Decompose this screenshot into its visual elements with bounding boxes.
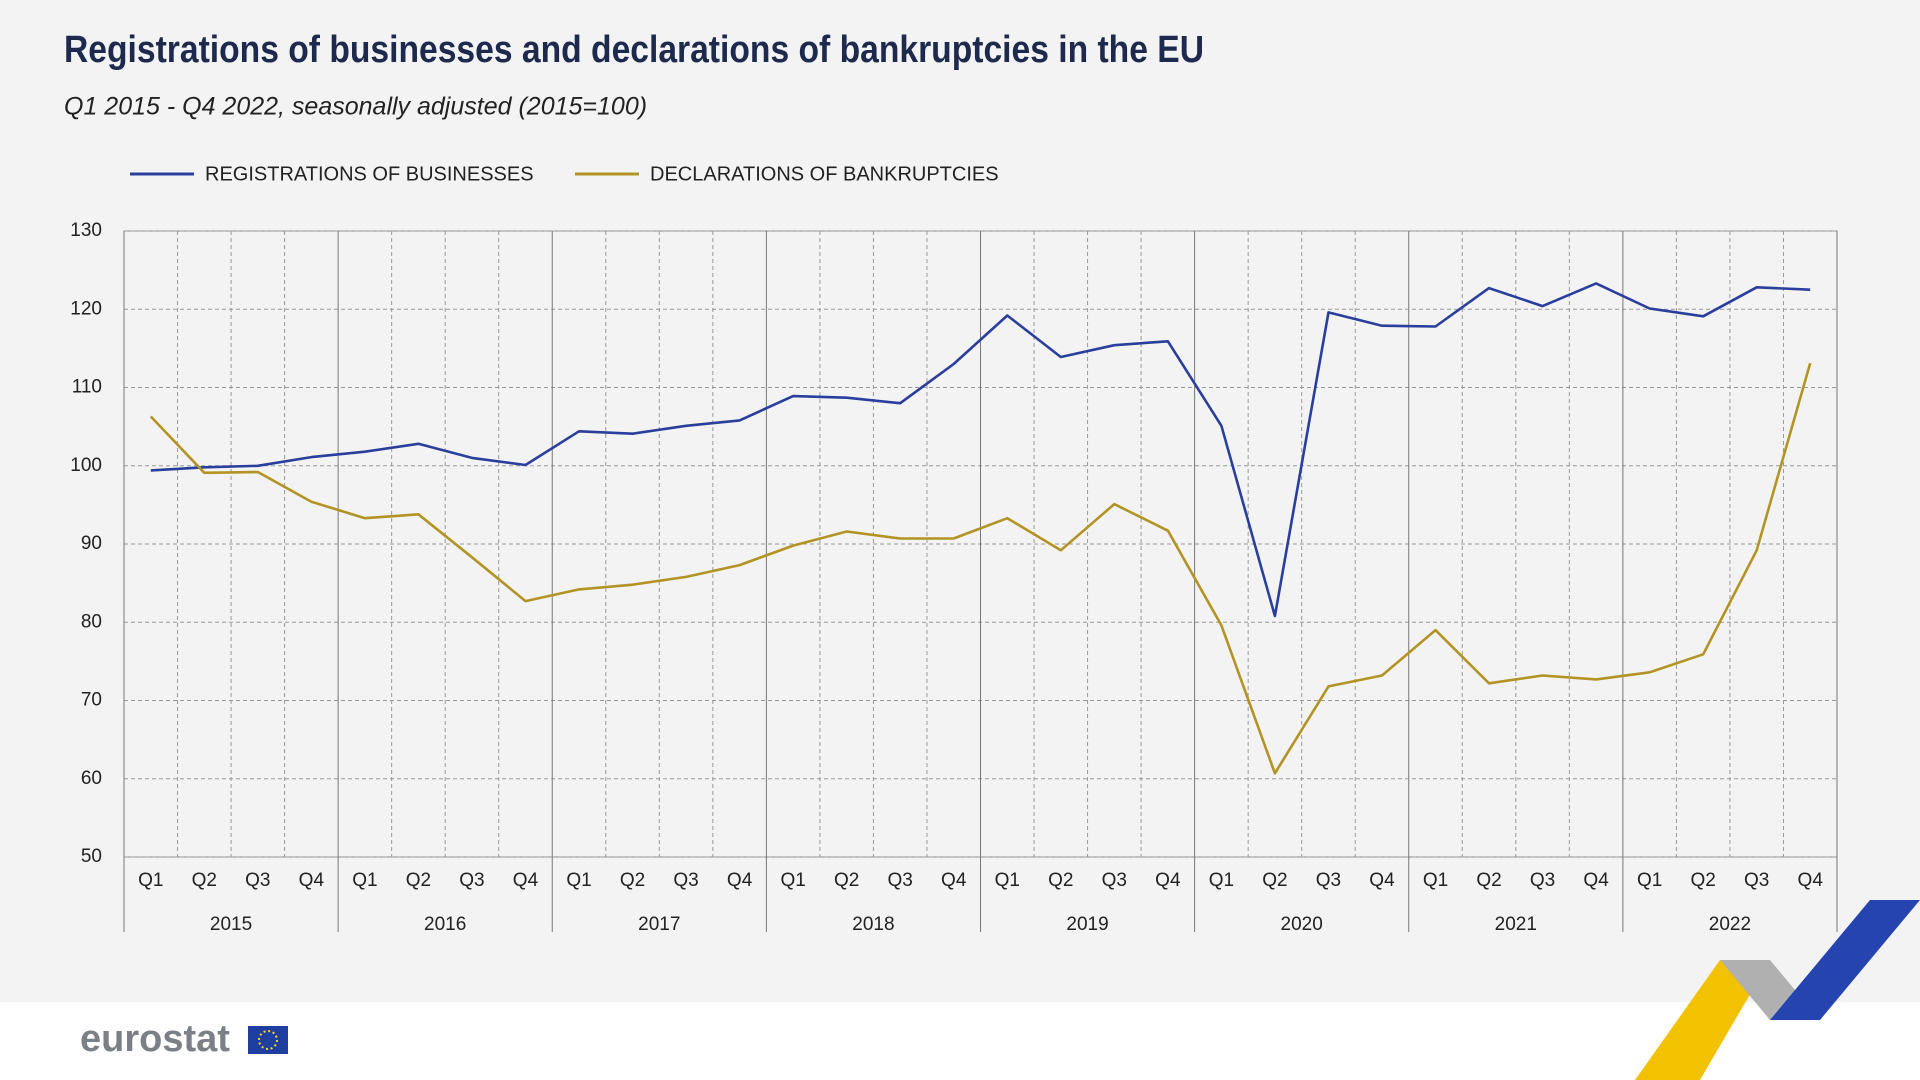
y-tick-label: 100 — [70, 455, 102, 476]
x-group-label: 2020 — [1281, 914, 1323, 935]
x-tick-label: Q3 — [1102, 870, 1127, 891]
x-tick-label: Q2 — [1690, 870, 1715, 891]
x-tick-label: Q4 — [1583, 870, 1609, 891]
x-tick-label: Q2 — [1476, 870, 1501, 891]
x-group-label: 2018 — [852, 914, 894, 935]
x-tick-label: Q1 — [138, 870, 163, 891]
x-group-label: 2019 — [1066, 914, 1108, 935]
x-tick-label: Q2 — [1048, 870, 1073, 891]
x-tick-label: Q4 — [1369, 870, 1395, 891]
decor-chevron — [1770, 900, 1920, 1020]
x-tick-label: Q4 — [513, 870, 539, 891]
x-tick-label: Q2 — [192, 870, 217, 891]
x-group-label: 2022 — [1709, 914, 1751, 935]
eu-stars — [258, 1030, 278, 1050]
legend-label: REGISTRATIONS OF BUSINESSES — [205, 163, 534, 185]
x-tick-label: Q1 — [352, 870, 377, 891]
x-tick-label: Q1 — [1637, 870, 1662, 891]
x-tick-label: Q4 — [941, 870, 967, 891]
x-tick-label: Q3 — [888, 870, 913, 891]
y-tick-label: 80 — [81, 611, 102, 632]
x-tick-label: Q4 — [1155, 870, 1181, 891]
x-tick-label: Q2 — [406, 870, 431, 891]
eu-flag — [248, 1026, 288, 1054]
x-tick-label: Q2 — [1262, 870, 1287, 891]
y-tick-label: 110 — [72, 377, 102, 398]
logo-text: eurostat — [80, 1018, 230, 1060]
y-tick-label: 90 — [81, 533, 102, 554]
y-tick-label: 50 — [81, 846, 102, 867]
x-group-label: 2015 — [210, 914, 252, 935]
chart-title: Registrations of businesses and declarat… — [64, 29, 1204, 71]
x-group-label: 2021 — [1495, 914, 1537, 935]
x-tick-label: Q3 — [673, 870, 698, 891]
x-tick-label: Q2 — [620, 870, 645, 891]
x-tick-label: Q1 — [1209, 870, 1234, 891]
x-tick-label: Q4 — [1798, 870, 1824, 891]
series-line — [149, 362, 1812, 775]
chart-subtitle: Q1 2015 - Q4 2022, seasonally adjusted (… — [64, 93, 647, 121]
decor-chevron — [1635, 960, 1770, 1080]
footer-band — [0, 1002, 1920, 1080]
x-tick-label: Q3 — [1530, 870, 1555, 891]
x-tick-label: Q1 — [780, 870, 805, 891]
x-tick-label: Q2 — [834, 870, 859, 891]
y-tick-label: 120 — [70, 298, 102, 319]
legend-label: DECLARATIONS OF BANKRUPTCIES — [650, 163, 999, 185]
x-tick-label: Q3 — [245, 870, 270, 891]
x-tick-label: Q4 — [299, 870, 325, 891]
y-tick-label: 60 — [81, 768, 102, 789]
x-group-label: 2017 — [638, 914, 680, 935]
x-tick-label: Q1 — [566, 870, 591, 891]
x-group-label: 2016 — [424, 914, 466, 935]
legend: REGISTRATIONS OF BUSINESSES DECLARATIONS … — [130, 163, 999, 185]
y-tick-label: 130 — [70, 220, 102, 241]
x-tick-label: Q1 — [1423, 870, 1448, 891]
x-tick-label: Q3 — [1744, 870, 1769, 891]
y-tick-label: 70 — [81, 690, 102, 711]
series-line — [150, 282, 1811, 618]
x-tick-label: Q3 — [459, 870, 484, 891]
x-tick-label: Q4 — [727, 870, 753, 891]
x-tick-label: Q1 — [995, 870, 1020, 891]
x-tick-label: Q3 — [1316, 870, 1341, 891]
